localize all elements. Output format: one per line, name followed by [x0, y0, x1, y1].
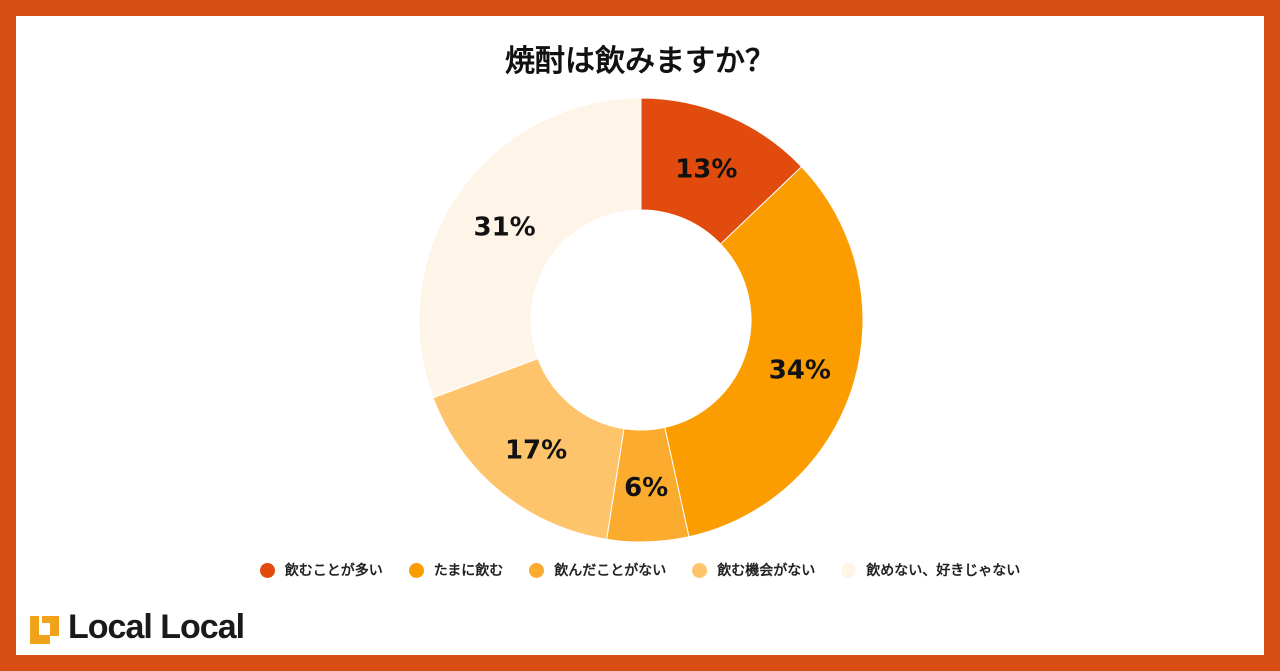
brand-logo: Local Local: [30, 608, 245, 647]
donut-slice: [432, 357, 625, 540]
chart-title: 焼酎は飲みますか？: [505, 44, 775, 79]
legend-label: 飲むことが多い: [284, 563, 383, 579]
slice-data-label: 13%: [675, 154, 737, 184]
legend-item: 飲むことが多い: [259, 560, 383, 580]
local-local-logo-icon: [30, 615, 59, 644]
legend-swatch: [408, 562, 424, 578]
legend-label: 飲めない、好きじゃない: [866, 563, 1021, 579]
donut-slice: [418, 97, 642, 399]
legend-item: 飲んだことがない: [529, 560, 666, 580]
slice-data-label: 17%: [505, 436, 567, 466]
slice-data-label: 34%: [769, 355, 831, 385]
chart-legend: 飲むことが多い たまに飲む 飲んだことがない 飲む機会がない 飲めない、好きじゃない: [0, 560, 1280, 580]
legend-item: 飲む機会がない: [692, 560, 815, 580]
legend-swatch: [529, 562, 545, 578]
legend-swatch: [259, 562, 275, 578]
legend-label: 飲む機会がない: [717, 563, 816, 579]
brand-name: Local Local: [68, 608, 245, 646]
legend-swatch: [692, 562, 708, 578]
donut-slice: [664, 166, 864, 538]
legend-label: たまに飲む: [433, 563, 504, 579]
slice-data-label: 6%: [624, 473, 668, 503]
slice-data-label: 31%: [473, 212, 535, 242]
legend-label: 飲んだことがない: [554, 563, 667, 579]
legend-item: 飲めない、好きじゃない: [841, 560, 1020, 580]
legend-item: たまに飲む: [408, 560, 504, 580]
legend-swatch: [841, 562, 857, 578]
